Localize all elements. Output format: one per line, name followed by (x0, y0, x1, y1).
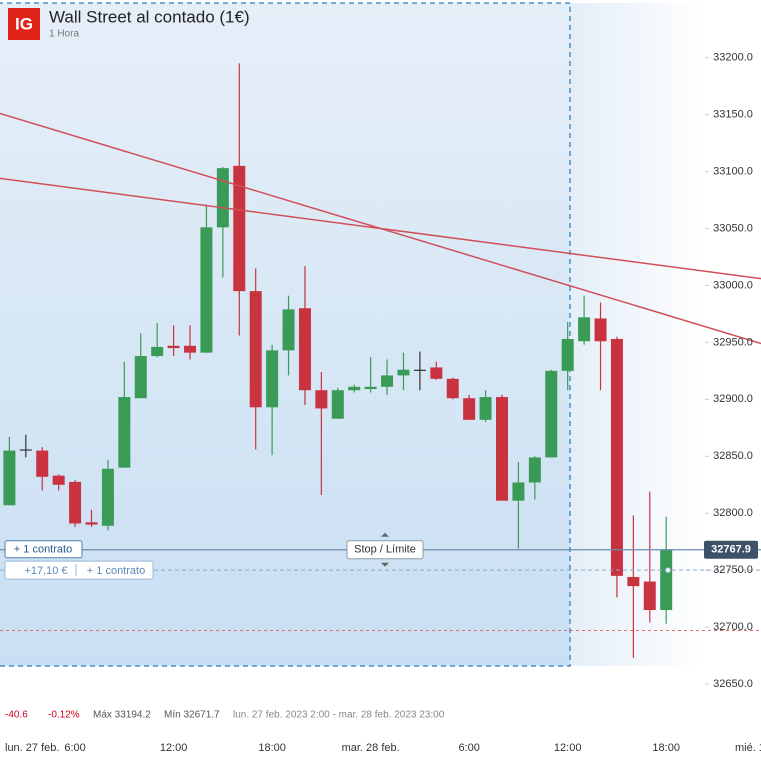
candle-body[interactable] (413, 369, 426, 371)
stop-arrow-up[interactable] (381, 532, 389, 537)
candle-body[interactable] (446, 378, 459, 399)
contract-tag[interactable] (4, 540, 83, 559)
x-tick-label: mar. 28 feb. (342, 742, 400, 754)
candle-body[interactable] (282, 309, 295, 351)
x-tick-label: 18:00 (258, 742, 286, 754)
chart-subtitle: 1 Hora (49, 29, 79, 40)
candle-body[interactable] (118, 397, 131, 468)
x-tick-label: 12:00 (554, 742, 582, 754)
candle-body[interactable] (479, 397, 492, 420)
date-label: lun. 27 feb. (5, 742, 59, 754)
candle-body[interactable] (331, 390, 344, 419)
candle-body[interactable] (266, 350, 279, 408)
candle-body[interactable] (184, 345, 197, 353)
y-tick-label: 33050.0 (713, 222, 753, 234)
chart-title: Wall Street al contado (1€) (49, 7, 250, 26)
candle-body[interactable] (660, 549, 673, 611)
candle-body[interactable] (463, 398, 476, 420)
candle-body[interactable] (561, 338, 574, 371)
stat-change: -40.6 (5, 710, 28, 721)
contract-tag-text: + 1 contrato (14, 544, 72, 556)
candle-body[interactable] (151, 346, 164, 357)
stat-change-pct: -0.12% (48, 710, 80, 721)
stat-max: Máx 33194.2 (93, 710, 151, 721)
stop-tag-text: Stop / Límite (354, 544, 416, 556)
candle-body[interactable] (643, 581, 656, 611)
y-tick-label: 33200.0 (713, 52, 753, 64)
y-tick-label: 32650.0 (713, 678, 753, 690)
candle-body[interactable] (298, 308, 311, 391)
candle-body[interactable] (19, 449, 32, 451)
stop-arrow-down[interactable] (381, 562, 389, 567)
price-tag-text: 32767.9 (711, 544, 751, 556)
x-tick-label: 6:00 (64, 742, 85, 754)
position-tag[interactable] (4, 560, 154, 580)
stat-min: Mín 32671.7 (164, 710, 220, 721)
candle-body[interactable] (610, 338, 623, 576)
price-tag (704, 540, 758, 559)
trend-line[interactable] (0, 177, 761, 280)
candle-body[interactable] (528, 457, 541, 483)
y-tick-label: 33100.0 (713, 165, 753, 177)
y-tick-label: 33150.0 (713, 109, 753, 121)
date-label-bg (0, 738, 64, 758)
candle-body[interactable] (578, 317, 591, 342)
candle-body[interactable] (496, 397, 508, 501)
candle-body[interactable] (512, 482, 525, 501)
x-tick-label: 6:00 (458, 742, 479, 754)
y-tick-label: 32950.0 (713, 336, 753, 348)
position-dot (665, 567, 671, 574)
candle-body[interactable] (69, 481, 82, 524)
position-pnl: +17,10 € (24, 565, 67, 577)
candle-body[interactable] (52, 475, 65, 485)
candle-body[interactable] (627, 577, 640, 587)
candle-body[interactable] (315, 390, 328, 409)
candle-body[interactable] (134, 356, 147, 399)
candle-body[interactable] (200, 227, 213, 353)
candle-body[interactable] (594, 318, 607, 342)
y-tick-label: 32900.0 (713, 393, 753, 405)
candle-body[interactable] (397, 369, 410, 376)
candle-body[interactable] (249, 291, 262, 408)
logo-text: IG (15, 14, 33, 33)
stat-range: lun. 27 feb. 2023 2:00 - mar. 28 feb. 20… (233, 710, 445, 721)
candle-body[interactable] (430, 367, 443, 379)
candle-body[interactable] (381, 375, 394, 387)
date-label: mié. 1 (735, 742, 761, 754)
candle-body[interactable] (167, 345, 180, 349)
future-zone (570, 3, 705, 666)
y-tick-label: 33000.0 (713, 279, 753, 291)
x-tick-label: 12:00 (160, 742, 188, 754)
position-tag-text: + 1 contrato (87, 565, 145, 577)
candle-body[interactable] (36, 450, 49, 477)
candle-body[interactable] (545, 370, 558, 458)
y-tick-label: 32750.0 (713, 564, 753, 576)
candle-body[interactable] (85, 522, 98, 525)
candle-body[interactable] (364, 386, 377, 390)
y-tick-label: 32850.0 (713, 450, 753, 462)
stop-tag[interactable] (346, 540, 424, 560)
logo (8, 8, 40, 40)
candle-body[interactable] (101, 468, 114, 526)
y-tick-label: 32800.0 (713, 507, 753, 519)
candle-body[interactable] (348, 386, 361, 391)
candle-body[interactable] (233, 165, 246, 292)
x-tick-label: 18:00 (652, 742, 680, 754)
candle-body[interactable] (216, 168, 229, 228)
candle-body[interactable] (3, 450, 16, 506)
y-tick-label: 32700.0 (713, 621, 753, 633)
